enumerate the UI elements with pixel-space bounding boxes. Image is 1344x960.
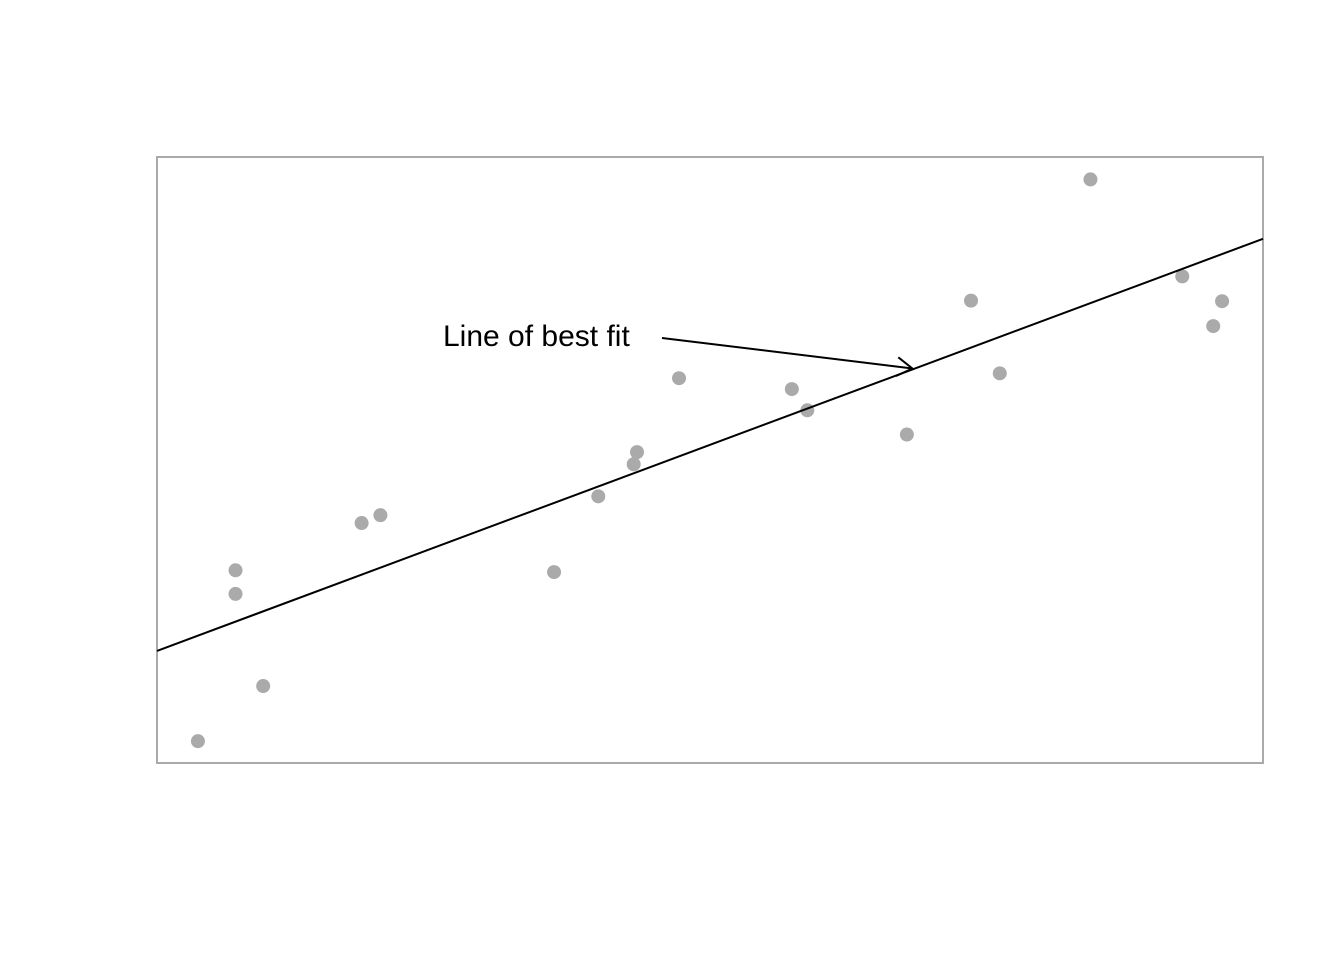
data-point — [964, 293, 979, 308]
data-point — [1083, 172, 1098, 187]
annotation-arrowhead — [895, 356, 915, 377]
data-point — [228, 586, 243, 601]
best-fit-line — [156, 237, 1264, 652]
data-point — [373, 508, 388, 523]
data-point — [591, 489, 606, 504]
data-point — [1175, 269, 1190, 284]
annotation-arrow — [661, 337, 913, 370]
data-point — [190, 734, 205, 749]
annotation-label: Line of best fit — [443, 320, 630, 353]
data-point — [354, 516, 369, 531]
data-point — [1206, 319, 1221, 334]
data-point — [784, 382, 799, 397]
data-point — [547, 565, 562, 580]
data-point — [626, 457, 641, 472]
points-layer — [190, 172, 1230, 749]
data-point — [672, 371, 687, 386]
data-point — [992, 366, 1007, 381]
data-point — [228, 563, 243, 578]
data-point — [630, 445, 645, 460]
data-point — [256, 679, 271, 694]
plot-frame — [156, 156, 1264, 764]
data-point — [1215, 294, 1230, 309]
data-point — [899, 427, 914, 442]
